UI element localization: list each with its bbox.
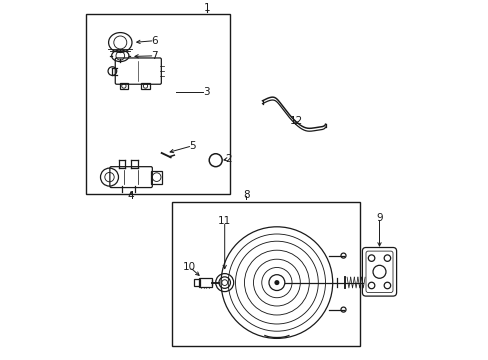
Text: 1: 1: [203, 3, 209, 13]
Bar: [199, 278, 212, 287]
Text: 3: 3: [203, 87, 209, 97]
Text: 10: 10: [183, 262, 196, 272]
Text: 11: 11: [218, 216, 231, 226]
Bar: [172, 202, 359, 346]
Bar: [141, 83, 149, 89]
Text: 9: 9: [375, 213, 382, 223]
Text: 5: 5: [188, 141, 195, 151]
Text: 4: 4: [127, 191, 134, 201]
Text: 6: 6: [151, 36, 158, 46]
Text: 2: 2: [224, 154, 231, 164]
Text: 12: 12: [289, 116, 303, 126]
Bar: [193, 279, 199, 286]
Bar: [86, 14, 230, 194]
Bar: [120, 83, 128, 89]
Circle shape: [274, 280, 279, 285]
Bar: [151, 171, 162, 184]
Text: 7: 7: [151, 51, 158, 61]
Text: 8: 8: [243, 190, 249, 200]
